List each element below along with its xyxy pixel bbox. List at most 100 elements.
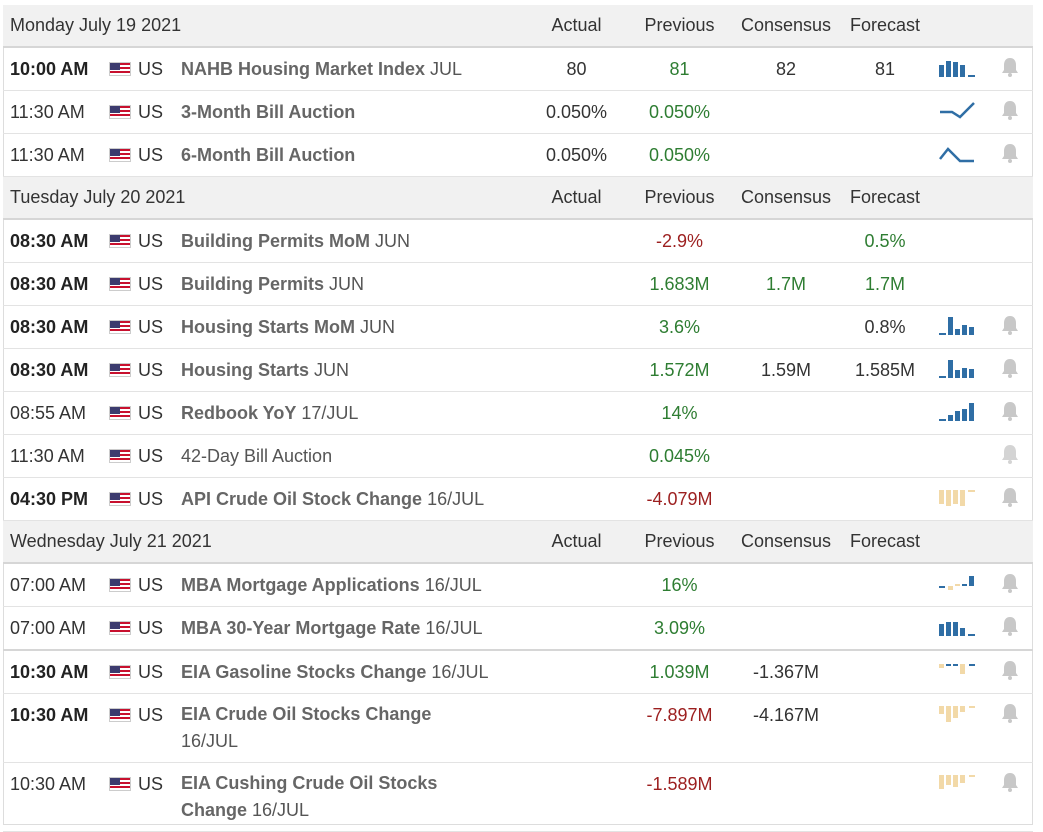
event-actual bbox=[525, 219, 628, 263]
event-row[interactable]: 08:30 AM US Housing Starts MoM JUN 3.6% … bbox=[3, 305, 1033, 349]
bell-icon[interactable] bbox=[1001, 772, 1019, 793]
event-consensus bbox=[731, 133, 841, 177]
event-consensus bbox=[731, 391, 841, 435]
mini-bar-chart-icon[interactable] bbox=[929, 305, 987, 349]
bell-icon[interactable] bbox=[1001, 616, 1019, 637]
event-row[interactable]: 08:30 AM US Building Permits JUN 1.683M … bbox=[3, 262, 1033, 306]
event-row[interactable]: 08:30 AM US Housing Starts JUN 1.572M 1.… bbox=[3, 348, 1033, 392]
event-consensus bbox=[731, 90, 841, 134]
bell-button[interactable] bbox=[987, 391, 1033, 435]
event-forecast: 0.5% bbox=[841, 219, 929, 263]
event-time: 04:30 PM bbox=[3, 477, 109, 521]
event-row[interactable]: 07:00 AM US MBA Mortgage Applications 16… bbox=[3, 563, 1033, 607]
mini-bar-chart-icon[interactable] bbox=[929, 650, 987, 694]
event-row[interactable]: 11:30 AM US 6-Month Bill Auction 0.050% … bbox=[3, 133, 1033, 177]
event-country: US bbox=[138, 489, 164, 509]
bell-icon[interactable] bbox=[1001, 660, 1019, 681]
bell-button[interactable] bbox=[987, 650, 1033, 694]
event-country: US bbox=[138, 774, 164, 794]
mini-bar-chart-icon[interactable] bbox=[929, 348, 987, 392]
bell-button[interactable] bbox=[987, 477, 1033, 521]
mini-bar-chart-icon[interactable] bbox=[929, 693, 987, 763]
mini-bar-chart-icon[interactable] bbox=[929, 606, 987, 651]
event-link[interactable]: Building Permits MoM JUN bbox=[181, 231, 411, 251]
day-header-wednesday: Wednesday July 21 2021 Actual Previous C… bbox=[3, 520, 1033, 564]
event-time: 11:30 AM bbox=[3, 133, 109, 177]
day-label: Wednesday July 21 2021 bbox=[3, 520, 525, 564]
event-link[interactable]: Redbook YoY 17/JUL bbox=[181, 403, 359, 423]
event-time: 08:30 AM bbox=[3, 262, 109, 306]
mini-bar-chart-icon[interactable] bbox=[929, 762, 987, 832]
bell-button[interactable] bbox=[987, 762, 1033, 832]
event-link[interactable]: EIA Cushing Crude Oil Stocks Change 16/JU… bbox=[181, 773, 438, 820]
event-link[interactable]: 6-Month Bill Auction bbox=[181, 145, 356, 165]
event-previous: -2.9% bbox=[628, 219, 731, 263]
bell-button[interactable] bbox=[987, 563, 1033, 607]
bell-icon[interactable] bbox=[1001, 487, 1019, 508]
event-consensus bbox=[731, 563, 841, 607]
event-link[interactable]: Housing Starts JUN bbox=[181, 360, 350, 380]
bell-icon[interactable] bbox=[1001, 358, 1019, 379]
bell-icon[interactable] bbox=[1001, 143, 1019, 164]
event-time: 11:30 AM bbox=[3, 90, 109, 134]
event-link[interactable]: 3-Month Bill Auction bbox=[181, 102, 356, 122]
event-time: 10:00 AM bbox=[3, 47, 109, 91]
event-row[interactable]: 04:30 PM US API Crude Oil Stock Change 1… bbox=[3, 477, 1033, 521]
mini-bar-chart-icon[interactable] bbox=[929, 477, 987, 521]
bell-button[interactable] bbox=[987, 348, 1033, 392]
column-header-forecast: Forecast bbox=[841, 520, 929, 564]
event-time: 08:55 AM bbox=[3, 391, 109, 435]
bell-button[interactable] bbox=[987, 305, 1033, 349]
event-link[interactable]: API Crude Oil Stock Change 16/JUL bbox=[181, 489, 485, 509]
bell-icon[interactable] bbox=[1001, 444, 1019, 465]
event-row[interactable]: 10:00 AM US NAHB Housing Market Index JU… bbox=[3, 47, 1033, 91]
event-link[interactable]: EIA Gasoline Stocks Change 16/JUL bbox=[181, 662, 489, 682]
event-link[interactable]: MBA 30-Year Mortgage Rate 16/JUL bbox=[181, 618, 483, 638]
bell-icon[interactable] bbox=[1001, 703, 1019, 724]
mini-bar-chart-icon[interactable] bbox=[929, 47, 987, 91]
event-actual bbox=[525, 606, 628, 651]
mini-bar-chart-icon[interactable] bbox=[929, 391, 987, 435]
column-header-consensus: Consensus bbox=[731, 520, 841, 564]
event-row[interactable]: 10:30 AM US EIA Gasoline Stocks Change 1… bbox=[3, 650, 1033, 694]
column-header-actual: Actual bbox=[525, 5, 628, 48]
column-header-forecast: Forecast bbox=[841, 176, 929, 220]
bell-icon[interactable] bbox=[1001, 401, 1019, 422]
mini-bar-chart-icon[interactable] bbox=[929, 563, 987, 607]
day-label: Tuesday July 20 2021 bbox=[3, 176, 525, 220]
event-actual bbox=[525, 650, 628, 694]
event-link[interactable]: EIA Crude Oil Stocks Change 16/JUL bbox=[181, 704, 432, 751]
event-row[interactable]: 08:30 AM US Building Permits MoM JUN -2.… bbox=[3, 219, 1033, 263]
event-row[interactable]: 07:00 AM US MBA 30-Year Mortgage Rate 16… bbox=[3, 606, 1033, 651]
event-link[interactable]: 42-Day Bill Auction bbox=[181, 446, 333, 466]
bell-button[interactable] bbox=[987, 133, 1033, 177]
event-link[interactable]: Building Permits JUN bbox=[181, 274, 365, 294]
mini-line-chart-icon[interactable] bbox=[929, 90, 987, 134]
event-row[interactable]: 10:30 AM US EIA Cushing Crude Oil Stocks… bbox=[3, 762, 1033, 832]
bell-icon[interactable] bbox=[1001, 100, 1019, 121]
bell-button[interactable] bbox=[987, 434, 1033, 478]
event-link[interactable]: NAHB Housing Market Index JUL bbox=[181, 59, 463, 79]
us-flag-icon bbox=[109, 405, 131, 420]
event-link[interactable]: MBA Mortgage Applications 16/JUL bbox=[181, 575, 482, 595]
bell-icon[interactable] bbox=[1001, 315, 1019, 336]
bell-button[interactable] bbox=[987, 90, 1033, 134]
event-time: 08:30 AM bbox=[3, 219, 109, 263]
event-row[interactable]: 08:55 AM US Redbook YoY 17/JUL 14% bbox=[3, 391, 1033, 435]
bell-button[interactable] bbox=[987, 606, 1033, 651]
us-flag-icon bbox=[109, 577, 131, 592]
column-header-previous: Previous bbox=[628, 5, 731, 48]
event-row[interactable]: 10:30 AM US EIA Crude Oil Stocks Change 1… bbox=[3, 693, 1033, 763]
bell-icon[interactable] bbox=[1001, 57, 1019, 78]
event-row[interactable]: 11:30 AM US 3-Month Bill Auction 0.050% … bbox=[3, 90, 1033, 134]
event-previous: 14% bbox=[628, 391, 731, 435]
bell-button[interactable] bbox=[987, 47, 1033, 91]
event-link[interactable]: Housing Starts MoM JUN bbox=[181, 317, 396, 337]
bell-icon[interactable] bbox=[1001, 573, 1019, 594]
event-consensus bbox=[731, 762, 841, 832]
event-row[interactable]: 11:30 AM US 42-Day Bill Auction 0.045% bbox=[3, 434, 1033, 478]
bell-button[interactable] bbox=[987, 693, 1033, 763]
event-forecast: 1.585M bbox=[841, 348, 929, 392]
mini-line-chart-icon[interactable] bbox=[929, 133, 987, 177]
event-actual bbox=[525, 434, 628, 478]
